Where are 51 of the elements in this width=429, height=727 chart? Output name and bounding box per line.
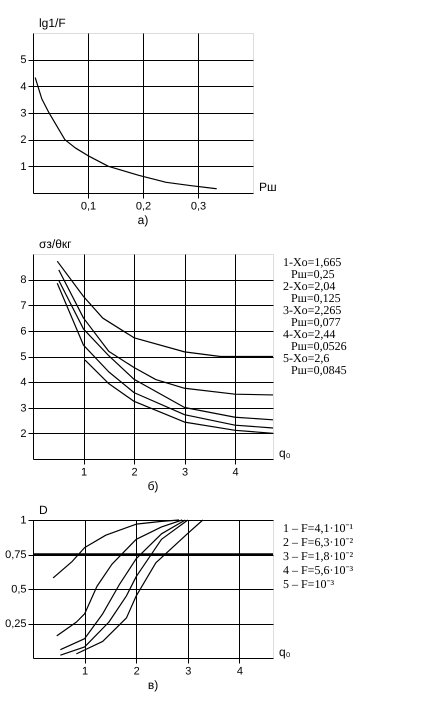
text: 4 – F=5,6·10⁻³: [283, 563, 354, 577]
text: 5 – F=10⁻³: [283, 577, 334, 591]
y-tick-label: 3: [20, 108, 26, 120]
y-axis-title: σз/θкг: [39, 237, 72, 251]
y-tick-label: 5: [20, 54, 26, 66]
x-tick-label: 4: [232, 466, 239, 478]
x-tick-label: 2: [131, 466, 138, 478]
text: 4-Xo=2,44: [283, 327, 336, 341]
text: Рш=0,25: [291, 267, 335, 281]
y-tick-label: 5: [20, 351, 26, 363]
y-tick-label: 3: [20, 402, 26, 414]
y-axis-title: D: [39, 503, 48, 517]
x-tick-label: 0,1: [80, 200, 96, 212]
text: Рш=0,0845: [291, 363, 347, 377]
text: Рш=0,077: [291, 315, 341, 329]
x-tick-label: 0,3: [190, 200, 206, 212]
y-tick-label: 2: [20, 134, 26, 146]
y-tick-label: 8: [20, 274, 26, 286]
text: Рш=0,125: [291, 291, 341, 305]
text: 3-Xo=2,265: [283, 303, 342, 317]
x-axis-title: Рш: [259, 180, 277, 194]
y-tick-label: 1: [20, 160, 26, 173]
text: 1-Xo=1,665: [283, 255, 342, 269]
y-axis-title: lg1/F: [39, 16, 66, 30]
x-axis-title: q₀: [279, 645, 291, 659]
text: а): [138, 213, 148, 227]
text: б): [148, 479, 158, 493]
text: в): [148, 678, 158, 692]
text: 2-Xo=2,04: [283, 279, 336, 293]
text: 1 – F=4,1·10⁻¹: [283, 521, 354, 535]
x-tick-label: 3: [185, 666, 192, 678]
y-tick-label: 7: [20, 300, 26, 312]
y-tick-label: 4: [20, 376, 26, 389]
x-tick-label: 2: [134, 666, 140, 678]
text: Рш=0,0526: [291, 339, 347, 353]
x-tick-label: 1: [82, 666, 88, 678]
y-tick-label: 0,5: [11, 584, 26, 596]
y-tick-label: 6: [20, 325, 26, 338]
y-tick-label: 1: [20, 514, 26, 526]
y-tick-label: 2: [20, 428, 26, 440]
text: 2 – F=6,3·10⁻²: [283, 535, 354, 549]
x-tick-label: 3: [182, 466, 188, 478]
x-axis-title: q₀: [279, 446, 291, 460]
y-tick-label: 0,75: [5, 549, 26, 561]
text: 5-Xo=2,6: [283, 351, 330, 365]
y-tick-label: 0,25: [5, 618, 26, 630]
y-tick-label: 4: [20, 80, 26, 93]
x-tick-label: 0,2: [136, 200, 152, 212]
x-tick-label: 4: [236, 666, 244, 678]
x-tick-label: 1: [80, 466, 88, 478]
text: 3 – F=1,8·10⁻²: [283, 549, 354, 563]
